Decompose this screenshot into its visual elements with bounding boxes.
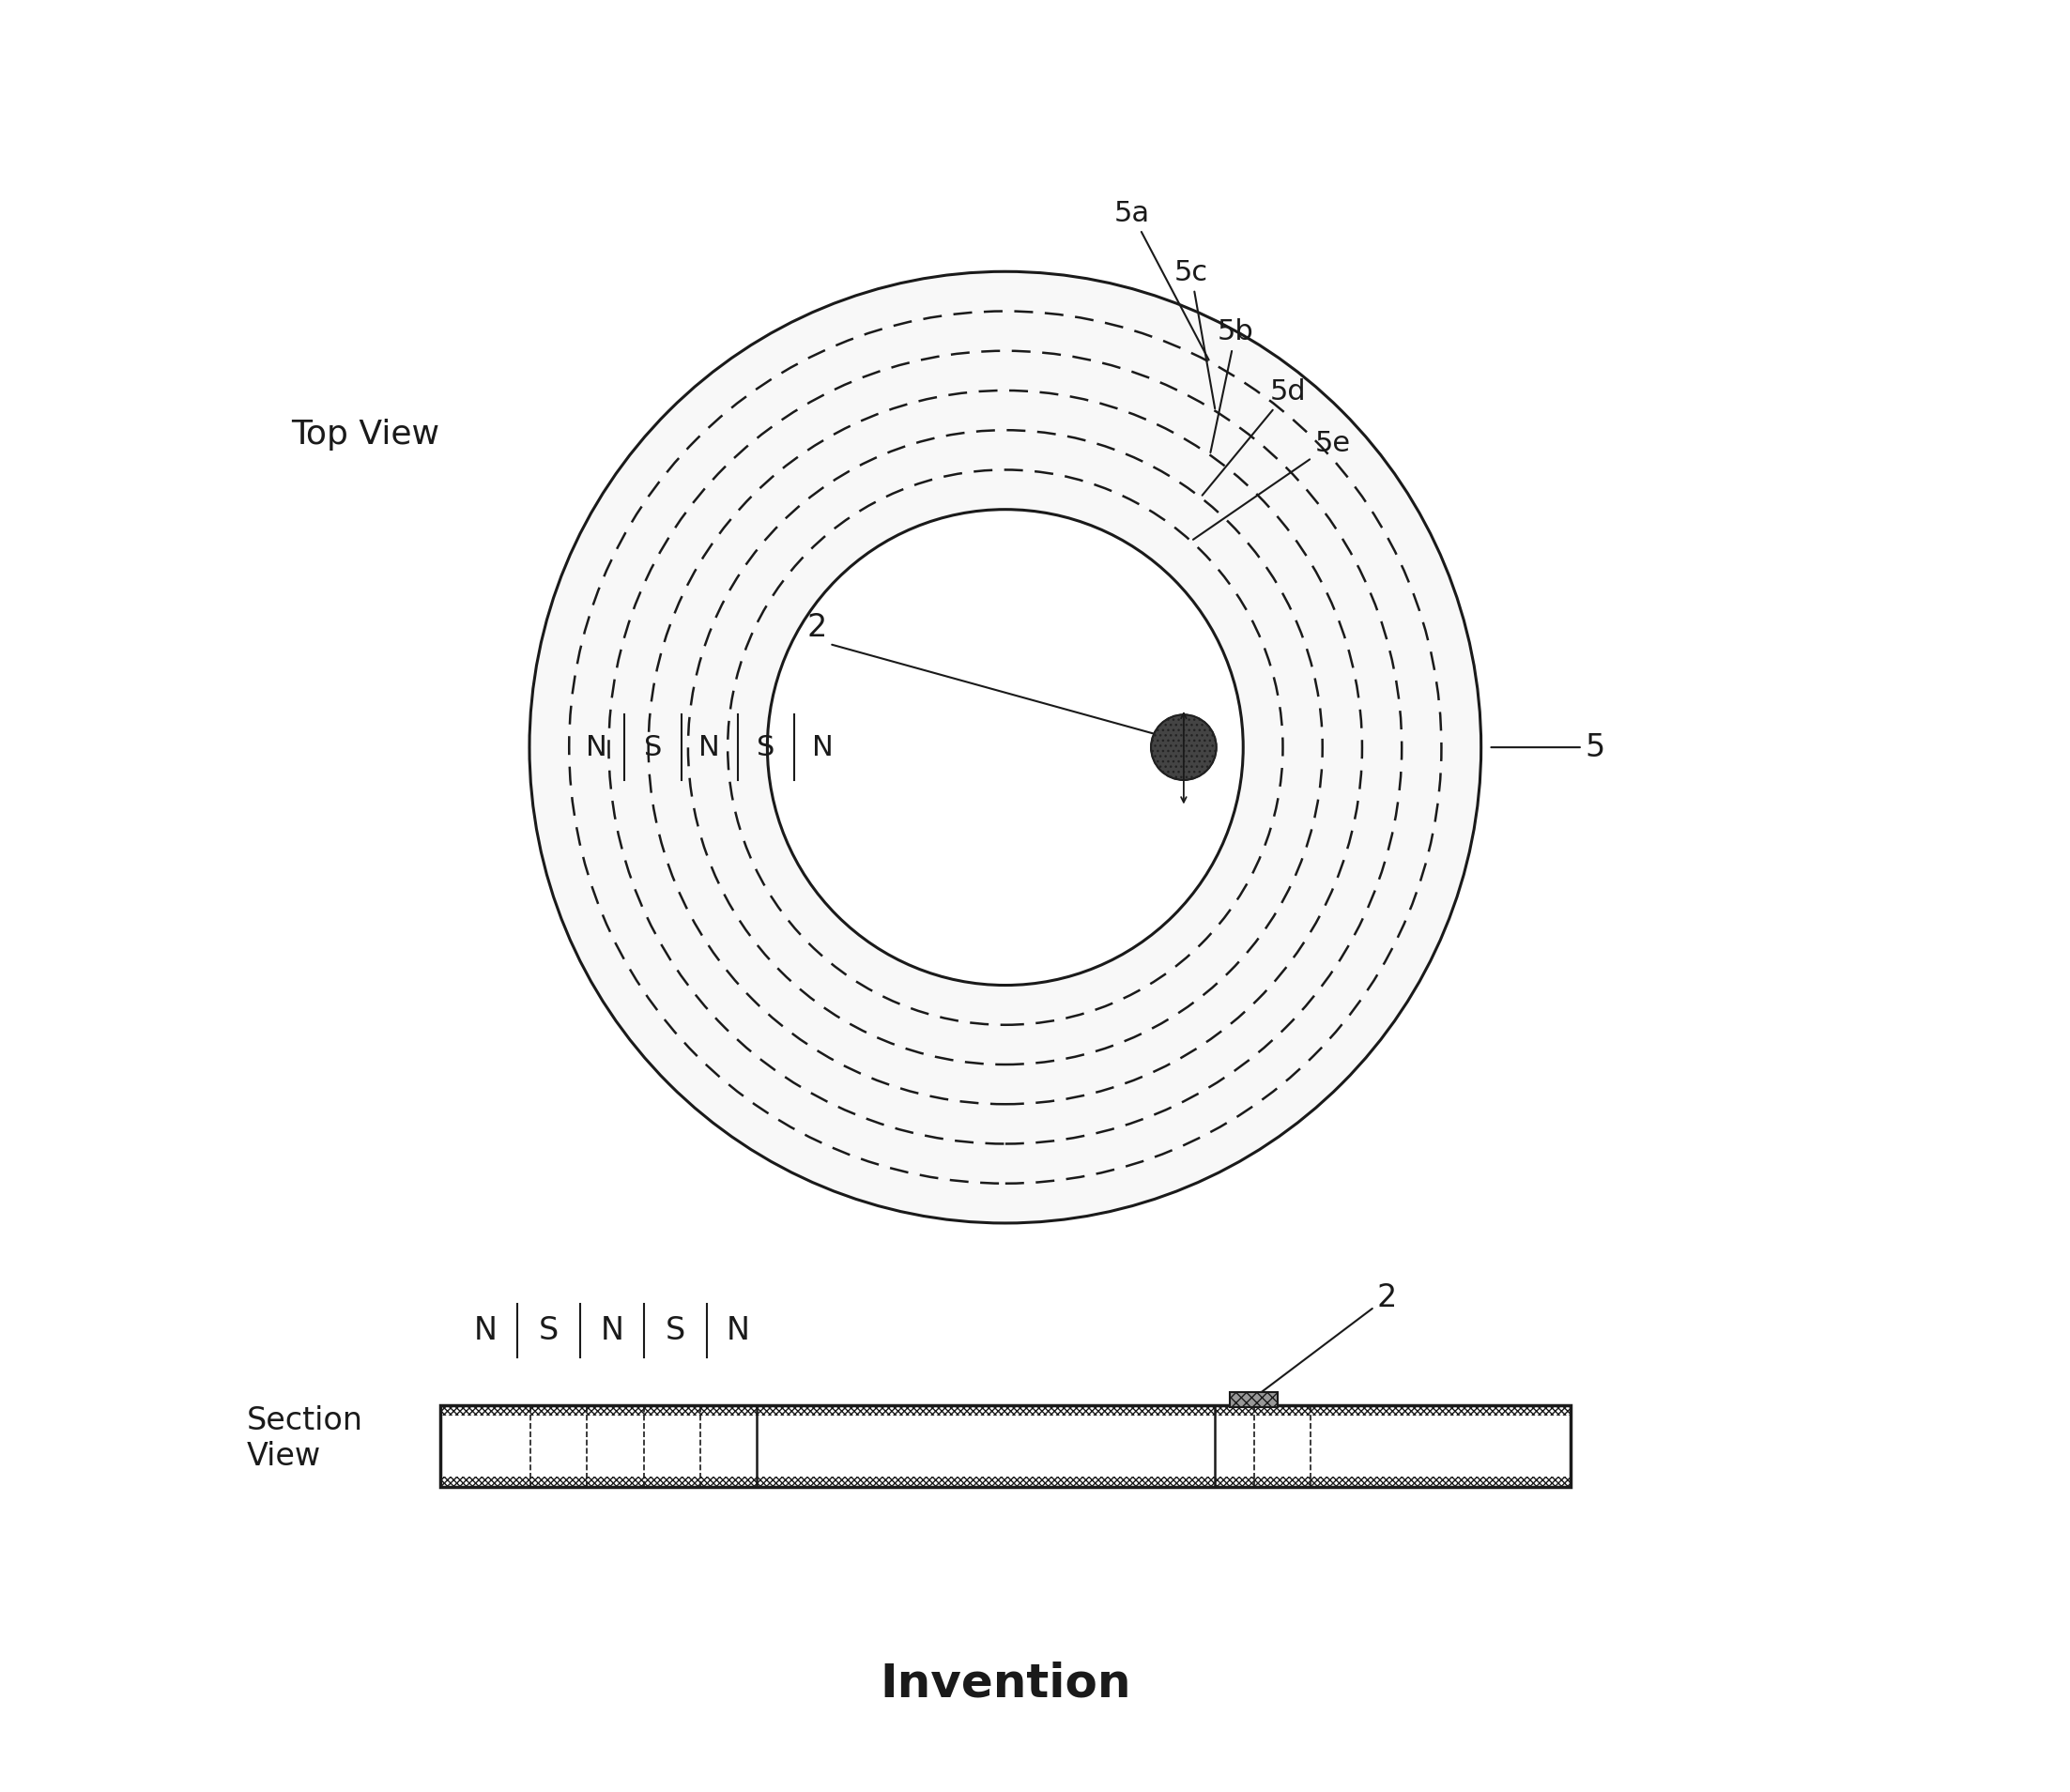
- Text: N: N: [811, 733, 832, 762]
- Text: S: S: [644, 733, 662, 762]
- Text: 5c: 5c: [1174, 260, 1215, 409]
- Text: S: S: [758, 733, 774, 762]
- Bar: [441, 1405, 1571, 1416]
- Text: 2: 2: [1256, 1281, 1397, 1396]
- Bar: [441, 1405, 1571, 1487]
- Text: 5d: 5d: [1203, 378, 1306, 495]
- Text: N: N: [727, 1315, 749, 1346]
- Text: 5e: 5e: [1192, 430, 1350, 539]
- Text: Section
View: Section View: [246, 1405, 364, 1471]
- Text: N: N: [600, 1315, 623, 1346]
- Bar: [1230, 1392, 1277, 1407]
- Text: N: N: [474, 1315, 497, 1346]
- Wedge shape: [530, 272, 1480, 1224]
- Bar: [441, 1477, 1571, 1487]
- Text: Top View: Top View: [292, 419, 439, 452]
- Text: N: N: [586, 733, 607, 762]
- Text: 5a: 5a: [1114, 199, 1209, 360]
- Text: Invention: Invention: [880, 1661, 1130, 1706]
- Text: S: S: [664, 1315, 685, 1346]
- Circle shape: [1151, 715, 1217, 780]
- Text: 5b: 5b: [1211, 319, 1254, 452]
- Text: N: N: [700, 733, 720, 762]
- Text: 5: 5: [1490, 731, 1604, 763]
- Text: 2: 2: [807, 613, 1174, 738]
- Text: S: S: [538, 1315, 559, 1346]
